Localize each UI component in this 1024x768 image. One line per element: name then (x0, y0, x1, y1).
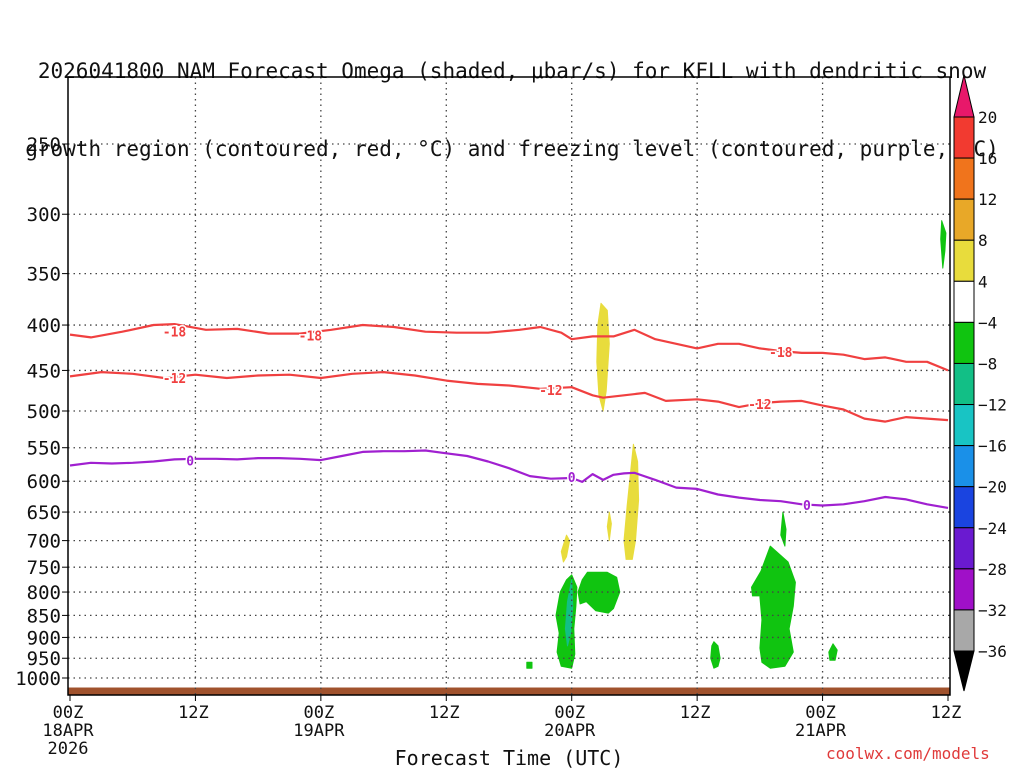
contour-line-1 (69, 371, 949, 423)
contour-line-2 (69, 449, 949, 509)
colorbar-segment-1 (953, 116, 975, 159)
y-tick-label-350: 350 (27, 264, 61, 286)
contour-label-3: -12 (163, 372, 186, 387)
contour-label-4: -12 (539, 384, 562, 399)
contour-label-2: -18 (769, 346, 793, 361)
colorbar-segment-12 (953, 568, 975, 611)
colorbar-label-1: 16 (978, 149, 997, 168)
colorbar-label-9: −20 (978, 478, 1007, 497)
x-tick-label-0-1: 18APR (42, 721, 94, 741)
y-tick-label-300: 300 (27, 204, 61, 226)
site-credit: coolwx.com/models (826, 744, 990, 763)
contour-lines (69, 323, 949, 509)
contour-label-5: -12 (748, 398, 771, 413)
colorbar-segment-11 (953, 527, 975, 570)
title-line-1: 2026041800 NAM Forecast Omega (shaded, μ… (37, 59, 987, 83)
x-tick-label-60-0: 12Z (680, 703, 711, 723)
colorbar-label-2: 12 (978, 190, 997, 209)
omega-region-10 (710, 641, 721, 669)
contour-line-0 (69, 323, 949, 372)
colorbar-segment-5 (953, 280, 975, 323)
y-tick-label-1000: 1000 (15, 668, 61, 690)
y-axis: 2503003504004505005506006507007508008509… (15, 134, 68, 690)
colorbar-label-12: −32 (978, 601, 1007, 620)
omega-shading (526, 220, 947, 669)
x-tick-label-84-0: 12Z (931, 703, 962, 723)
contour-label-0: -18 (163, 326, 187, 341)
colorbar-segment-10 (953, 486, 975, 529)
x-tick-label-24-1: 19APR (293, 721, 345, 741)
y-tick-label-650: 650 (27, 502, 61, 524)
omega-region-12 (526, 661, 533, 669)
colorbar-label-4: 4 (978, 272, 988, 291)
contour-label-1: -18 (299, 329, 323, 344)
y-tick-label-400: 400 (27, 315, 61, 337)
omega-region-1 (623, 443, 640, 560)
omega-region-9 (780, 511, 787, 547)
colorbar-segment-8 (953, 404, 975, 447)
omega-region-5 (577, 571, 621, 614)
omega-region-8 (751, 545, 796, 669)
terrain-band (68, 687, 950, 695)
colorbar-segment-6 (953, 321, 975, 364)
y-tick-label-250: 250 (27, 134, 61, 156)
colorbar-segment-7 (953, 362, 975, 406)
x-tick-label-36-0: 12Z (429, 703, 460, 723)
y-tick-label-750: 750 (27, 557, 61, 579)
contour-label-6: 0 (186, 454, 194, 469)
x-tick-label-48-1: 20APR (544, 721, 596, 741)
y-tick-label-700: 700 (27, 531, 61, 553)
colorbar-label-10: −24 (978, 519, 1007, 538)
colorbar-label-13: −36 (978, 642, 1007, 661)
colorbar-label-5: −4 (978, 313, 997, 332)
x-tick-label-72-1: 21APR (795, 721, 847, 741)
title-line-2: growth region (contoured, red, °C) and f… (25, 137, 999, 161)
x-axis-label: Forecast Time (UTC) (395, 746, 624, 768)
colorbar-segment-13 (953, 609, 975, 652)
x-tick-label-12-0: 12Z (178, 703, 209, 723)
omega-region-2 (606, 511, 612, 542)
chart-title: 2026041800 NAM Forecast Omega (shaded, μ… (0, 6, 1024, 188)
plot-frame (67, 76, 951, 696)
x-tick-label-48-0: 00Z (554, 703, 585, 723)
colorbar-top-arrow (953, 74, 975, 118)
colorbar-label-8: −16 (978, 437, 1007, 456)
colorbar-label-11: −28 (978, 560, 1007, 579)
y-tick-label-550: 550 (27, 438, 61, 460)
contour-labels: -18 -18 -18 -12 -12 -12 0 0 0 (161, 324, 812, 515)
y-tick-label-900: 900 (27, 627, 61, 649)
terrain-fill (68, 687, 950, 695)
x-tick-label-0-2: 2026 (48, 739, 89, 759)
y-tick-label-850: 850 (27, 605, 61, 627)
contour-label-7: 0 (568, 471, 576, 486)
colorbar-segment-3 (953, 198, 975, 241)
grid-lines (68, 77, 950, 695)
y-tick-label-950: 950 (27, 648, 61, 670)
omega-region-13 (940, 220, 947, 269)
omega-region-0 (596, 302, 610, 412)
x-tick-label-0-0: 00Z (53, 703, 84, 723)
x-tick-label-24-0: 00Z (303, 703, 334, 723)
y-tick-label-800: 800 (27, 582, 61, 604)
colorbar-label-6: −8 (978, 354, 997, 373)
colorbar-segment-2 (953, 157, 975, 200)
colorbar-segment-4 (953, 239, 975, 282)
colorbar-label-3: 8 (978, 231, 988, 250)
colorbar: 20 16 12 8 4 −4 −8 −12 −16 −20 −24 −28 −32 −36 (953, 74, 1007, 692)
colorbar-segment-9 (953, 445, 975, 488)
colorbar-label-0: 20 (978, 108, 997, 127)
colorbar-label-7: −12 (978, 396, 1007, 415)
y-tick-label-500: 500 (27, 401, 61, 423)
contour-label-8: 0 (803, 499, 811, 514)
x-tick-label-72-0: 00Z (805, 703, 836, 723)
y-tick-label-450: 450 (27, 360, 61, 382)
y-tick-label-600: 600 (27, 471, 61, 493)
omega-region-7 (564, 579, 574, 647)
omega-region-3 (560, 534, 571, 563)
omega-region-11 (828, 643, 838, 661)
colorbar-bottom-arrow (953, 650, 975, 692)
